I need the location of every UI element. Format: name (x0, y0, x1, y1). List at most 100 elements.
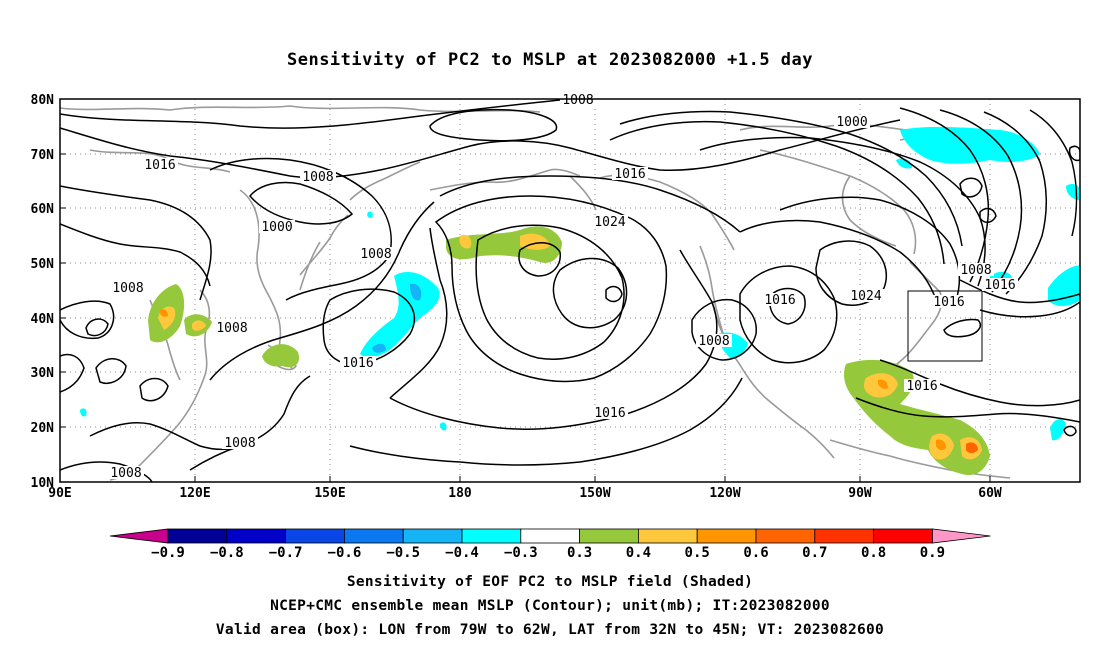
contour-label: 1008 (698, 334, 729, 349)
colorbar: −0.9 −0.8 −0.7 −0.6 −0.5 −0.4 −0.3 0.3 0.4 0.5 0.6… (109, 528, 991, 561)
colorbar-swatch (579, 528, 639, 544)
colorbar-swatch (402, 528, 463, 544)
lat-tick-label: 20N (31, 421, 55, 436)
contour-label: 1008 (302, 170, 333, 185)
colorbar-swatch (167, 528, 228, 544)
contour-label: 1000 (261, 220, 292, 235)
contour-label-bg (340, 356, 376, 369)
colorbar-tick-label: 0.7 (802, 545, 827, 561)
contour-label: 1008 (112, 281, 143, 296)
contour-label-bg (214, 321, 250, 334)
colorbar-tick-label: −0.4 (445, 545, 479, 561)
colorbar-tick-label: 0.4 (626, 545, 651, 561)
lat-tick-label: 10N (31, 476, 55, 491)
map-canvas (60, 99, 1080, 482)
lat-tick-label: 40N (31, 312, 55, 327)
contour-label-bg (259, 220, 295, 233)
colorbar-tick-label: −0.3 (504, 545, 538, 561)
lon-tick-label: 60W (978, 486, 1002, 501)
contour-label: 1008 (110, 466, 141, 481)
lon-tick-label: 150W (579, 486, 610, 501)
contour-label-bg (300, 170, 336, 183)
colorbar-tick-label: 0.6 (743, 545, 768, 561)
contour-label-bg (762, 293, 798, 306)
colorbar-tick-label: −0.5 (386, 545, 420, 561)
contour-label-bg (931, 295, 967, 308)
lon-tick-label: 120W (709, 486, 740, 501)
colorbar-tick-label: −0.7 (269, 545, 303, 561)
contour-label: 1000 (836, 115, 867, 130)
mslp-contours (60, 99, 1080, 482)
contour-label: 1008 (960, 263, 991, 278)
lon-tick-label: 120E (179, 486, 210, 501)
lon-tick-label: 180 (448, 486, 472, 501)
colorbar-tick-label: 0.3 (567, 545, 592, 561)
longitude-axis: 90E 120E 150E 180 150W 120W 90W 60W (48, 476, 1002, 501)
valid-area-box (907, 290, 983, 362)
contour-label-bg (110, 281, 146, 294)
lon-tick-label: 150E (314, 486, 345, 501)
lat-tick-label: 80N (31, 93, 55, 108)
lon-tick-label: 90E (48, 486, 71, 501)
chart-title: Sensitivity of PC2 to MSLP at 2023082000… (286, 50, 813, 70)
lat-tick-label: 70N (31, 148, 55, 163)
contour-label: 1008 (216, 321, 247, 336)
contour-label-bg (958, 263, 994, 276)
contour-label: 1016 (614, 167, 645, 182)
colorbar-swatch (873, 528, 933, 544)
colorbar-tick-label: −0.6 (328, 545, 362, 561)
contour-label-bg (982, 278, 1018, 291)
colorbar-tick-label: 0.9 (920, 545, 945, 561)
contour-label-bg (108, 466, 144, 479)
colorbar-swatch (638, 528, 698, 544)
colorbar-swatch (755, 528, 816, 544)
colorbar-swatch (461, 528, 522, 544)
contour-label-bg (612, 167, 648, 180)
contour-label-bg (834, 115, 870, 128)
contour-label-bg (696, 334, 732, 347)
contour-label: 1016 (933, 295, 964, 310)
contour-label-layer: 1008100010161008100010081016102410081008… (108, 93, 1018, 481)
colorbar-swatch (520, 528, 580, 544)
contour-label: 1008 (224, 436, 255, 451)
map-frame (59, 98, 1081, 483)
sensitivity-shading (80, 126, 1080, 476)
lon-tick-label: 90W (848, 486, 872, 501)
contour-label: 1008 (562, 93, 593, 108)
lat-tick-label: 30N (31, 366, 55, 381)
colorbar-swatch (343, 528, 404, 544)
contour-label: 1024 (594, 215, 625, 230)
contour-label-bg (358, 247, 394, 260)
colorbar-tick-label: −0.9 (151, 545, 185, 561)
contour-label-bg (222, 436, 258, 449)
contour-label: 1024 (850, 289, 881, 304)
colorbar-swatch (814, 528, 874, 544)
contour-label: 1016 (342, 356, 373, 371)
latitude-axis: 80N 70N 60N 50N 40N 30N 20N 10N (31, 93, 66, 491)
contour-label: 1016 (906, 379, 937, 394)
caption-line-1: Sensitivity of EOF PC2 to MSLP field (Sh… (346, 574, 754, 590)
contour-label: 1016 (984, 278, 1015, 293)
colorbar-tick-label: −0.8 (210, 545, 244, 561)
contour-label: 1008 (360, 247, 391, 262)
contour-label-bg (848, 289, 884, 302)
contour-label-bg (592, 215, 628, 228)
contour-label-bg (904, 379, 940, 392)
colorbar-swatch (226, 528, 287, 544)
colorbar-high-extension (932, 528, 991, 544)
contour-label-bg (142, 158, 178, 171)
colorbar-low-extension (109, 528, 169, 544)
caption-line-3: Valid area (box): LON from 79W to 62W, L… (215, 622, 885, 638)
lat-tick-label: 60N (31, 202, 55, 217)
lat-tick-label: 50N (31, 257, 55, 272)
contour-label: 1016 (594, 406, 625, 421)
colorbar-swatch (285, 528, 345, 544)
colorbar-swatch (696, 528, 757, 544)
colorbar-tick-label: 0.5 (685, 545, 710, 561)
contour-label-bg (592, 406, 628, 419)
contour-label: 1016 (764, 293, 795, 308)
caption-line-2: NCEP+CMC ensemble mean MSLP (Contour); u… (270, 598, 830, 614)
colorbar-tick-label: 0.8 (861, 545, 886, 561)
contour-label: 1016 (144, 158, 175, 173)
